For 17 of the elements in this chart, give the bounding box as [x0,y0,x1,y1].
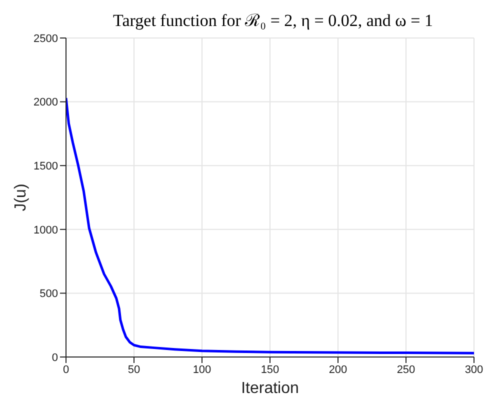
x-tick-label: 300 [464,364,484,376]
x-tick-label: 250 [396,364,416,376]
chart-title: Target function for ℛ₀ = 2, η = 0.02, and ω = 1 [112,10,434,32]
x-axis-title: Iteration [241,380,299,397]
y-tick-label: 0 [52,352,58,364]
x-tick-label: 100 [192,364,212,376]
y-axis-title: J(u) [12,184,30,212]
line-series [66,96,474,354]
y-tick-label: 1000 [34,224,58,236]
y-tick-label: 500 [40,288,58,300]
y-tick-label: 1500 [34,160,58,173]
x-tick-label: 200 [328,364,348,376]
y-tick-label: 2000 [34,96,58,109]
x-tick-label: 150 [260,364,280,376]
y-tick-label: 2500 [34,32,58,45]
x-tick-label: 0 [62,364,70,376]
x-tick-label: 50 [128,364,140,376]
